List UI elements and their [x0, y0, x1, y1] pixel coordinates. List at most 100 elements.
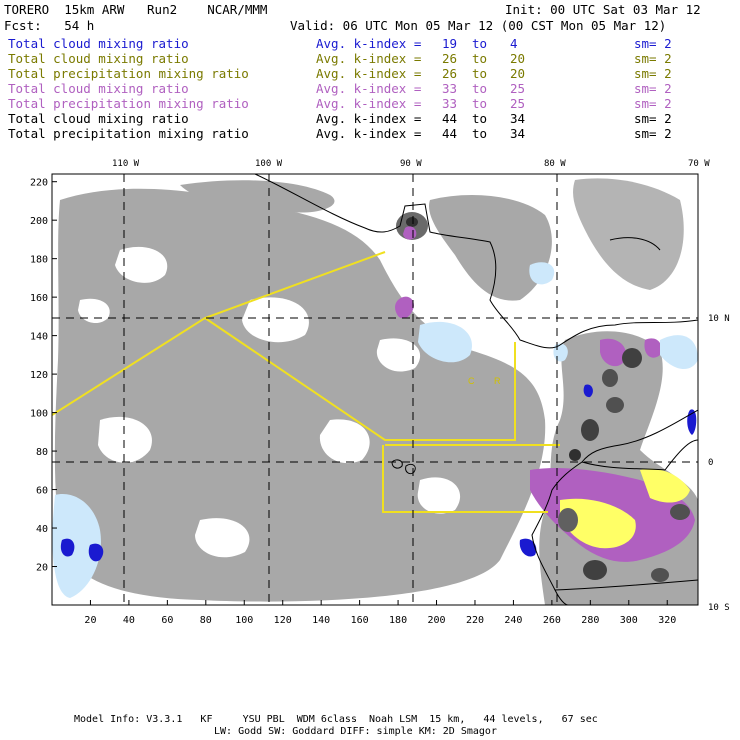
legend-range-to: 4 [510, 36, 518, 51]
y-tick-label: 140 [30, 332, 48, 343]
y-tick-label: 100 [30, 409, 48, 420]
lon-label: 100 W [255, 159, 283, 169]
cloud-core [602, 369, 618, 387]
legend-range-to-word: to [472, 66, 488, 81]
clear-patch [417, 477, 461, 514]
legend-field-name: Total cloud mixing ratio [8, 111, 189, 126]
header-line-2: Fcst: 54 h [4, 18, 94, 33]
lon-label: 70 W [688, 159, 710, 169]
clear-patch [78, 298, 110, 324]
forecast-hour: 54 h [64, 18, 95, 33]
valid-time: Valid: 06 UTC Mon 05 Mar 12 (00 CST Mon … [290, 18, 667, 33]
legend-range-to-word: to [472, 96, 488, 111]
legend-range-to-word: to [472, 126, 488, 141]
border-ecuador [581, 439, 698, 471]
legend-range-to-word: to [472, 36, 488, 51]
coastline-caribbean [609, 237, 661, 251]
blue-core [88, 543, 104, 562]
blue-core [519, 538, 537, 557]
galapagos-island [391, 459, 403, 469]
legend-smoothing: sm= 2 [634, 66, 672, 81]
y-tick-label: 20 [36, 563, 48, 574]
x-tick-label: 260 [543, 615, 561, 626]
blue-core [60, 538, 75, 557]
cloud-core [670, 504, 690, 520]
blue-shading [418, 321, 472, 363]
legend-range-from: 26 [442, 51, 458, 66]
purple-shading [644, 338, 662, 358]
legend-range-to: 34 [510, 126, 526, 141]
y-tick-label: 160 [30, 293, 48, 304]
lon-label: 80 W [544, 159, 566, 169]
legend-stat-label: Avg. k-index = [316, 51, 422, 66]
latitude-labels: 10 N 0 10 S [708, 314, 730, 613]
clear-patch [195, 518, 250, 558]
clear-patch [376, 338, 421, 372]
clear-patch [319, 419, 370, 464]
model-name: TORERO [4, 2, 50, 17]
graticule [52, 174, 698, 605]
legend-smoothing: sm= 2 [634, 111, 672, 126]
coastline-central-america [254, 174, 698, 349]
legend-range-to: 25 [510, 81, 526, 96]
x-tick-label: 180 [389, 615, 407, 626]
x-tick-label: 120 [274, 615, 292, 626]
x-tick-label: 80 [200, 615, 212, 626]
legend-field-name: Total precipitation mixing ratio [8, 66, 249, 81]
lat-label: 10 N [708, 314, 730, 324]
legend-smoothing: sm= 2 [634, 51, 672, 66]
legend-range-to-word: to [472, 111, 488, 126]
legend-range-to: 20 [510, 66, 526, 81]
yellow-boundary-cr [204, 317, 516, 441]
x-tick-label: 240 [504, 615, 522, 626]
legend-stat-label: Avg. k-index = [316, 36, 422, 51]
footer-model-info: Model Info: V3.3.1 KF YSU PBL WDM 6class… [74, 714, 598, 725]
cloud-core [651, 568, 669, 582]
cloud-core [622, 348, 642, 368]
legend-range-to: 25 [510, 96, 526, 111]
cloud-field [52, 174, 698, 605]
legend-range-to-word: to [472, 81, 488, 96]
footer-physics-info: LW: Godd SW: Goddard DIFF: simple KM: 2D… [214, 726, 497, 737]
legend-range-from: 33 [442, 81, 458, 96]
x-tick-label: 300 [620, 615, 638, 626]
coastline-south-america [531, 409, 698, 605]
y-tick-label: 60 [36, 486, 48, 497]
legend-smoothing: sm= 2 [634, 126, 672, 141]
legend-stat-label: Avg. k-index = [316, 126, 422, 141]
blue-shading [660, 335, 698, 370]
lon-label: 90 W [400, 159, 422, 169]
galapagos-island [405, 463, 416, 475]
y-tick-label: 200 [30, 216, 48, 227]
run-id: Run2 [147, 2, 178, 17]
cloud-core [606, 397, 624, 413]
legend-range-from: 44 [442, 126, 458, 141]
blue-core [687, 409, 697, 435]
legend-stat-label: Avg. k-index = [316, 81, 422, 96]
organization: NCAR/MMM [207, 2, 268, 17]
legend-stat-label: Avg. k-index = [316, 96, 422, 111]
cloud-core [569, 449, 581, 461]
lon-label: 110 W [112, 159, 140, 169]
cloud-core [581, 419, 599, 441]
y-tick-label: 80 [36, 447, 48, 458]
legend-smoothing: sm= 2 [634, 36, 672, 51]
cloud-mass-caribbean [573, 178, 684, 290]
x-tick-label: 280 [581, 615, 599, 626]
cloud-core [583, 560, 607, 580]
lat-label: 10 S [708, 603, 730, 613]
x-tick-label: 20 [84, 615, 96, 626]
legend-stat-label: Avg. k-index = [316, 111, 422, 126]
cloud-mass-north [180, 180, 335, 213]
forecast-label: Fcst: [4, 18, 42, 33]
blue-shading [52, 494, 101, 598]
header-line-1: TORERO 15km ARW Run2 NCAR/MMM [4, 2, 267, 17]
blue-shading [529, 262, 555, 285]
legend-range-from: 33 [442, 96, 458, 111]
purple-blob [395, 296, 414, 319]
purple-shading [600, 338, 626, 367]
cloud-mass-gulf [429, 195, 552, 301]
yellow-shading [560, 498, 636, 549]
x-tick-label: 220 [466, 615, 484, 626]
